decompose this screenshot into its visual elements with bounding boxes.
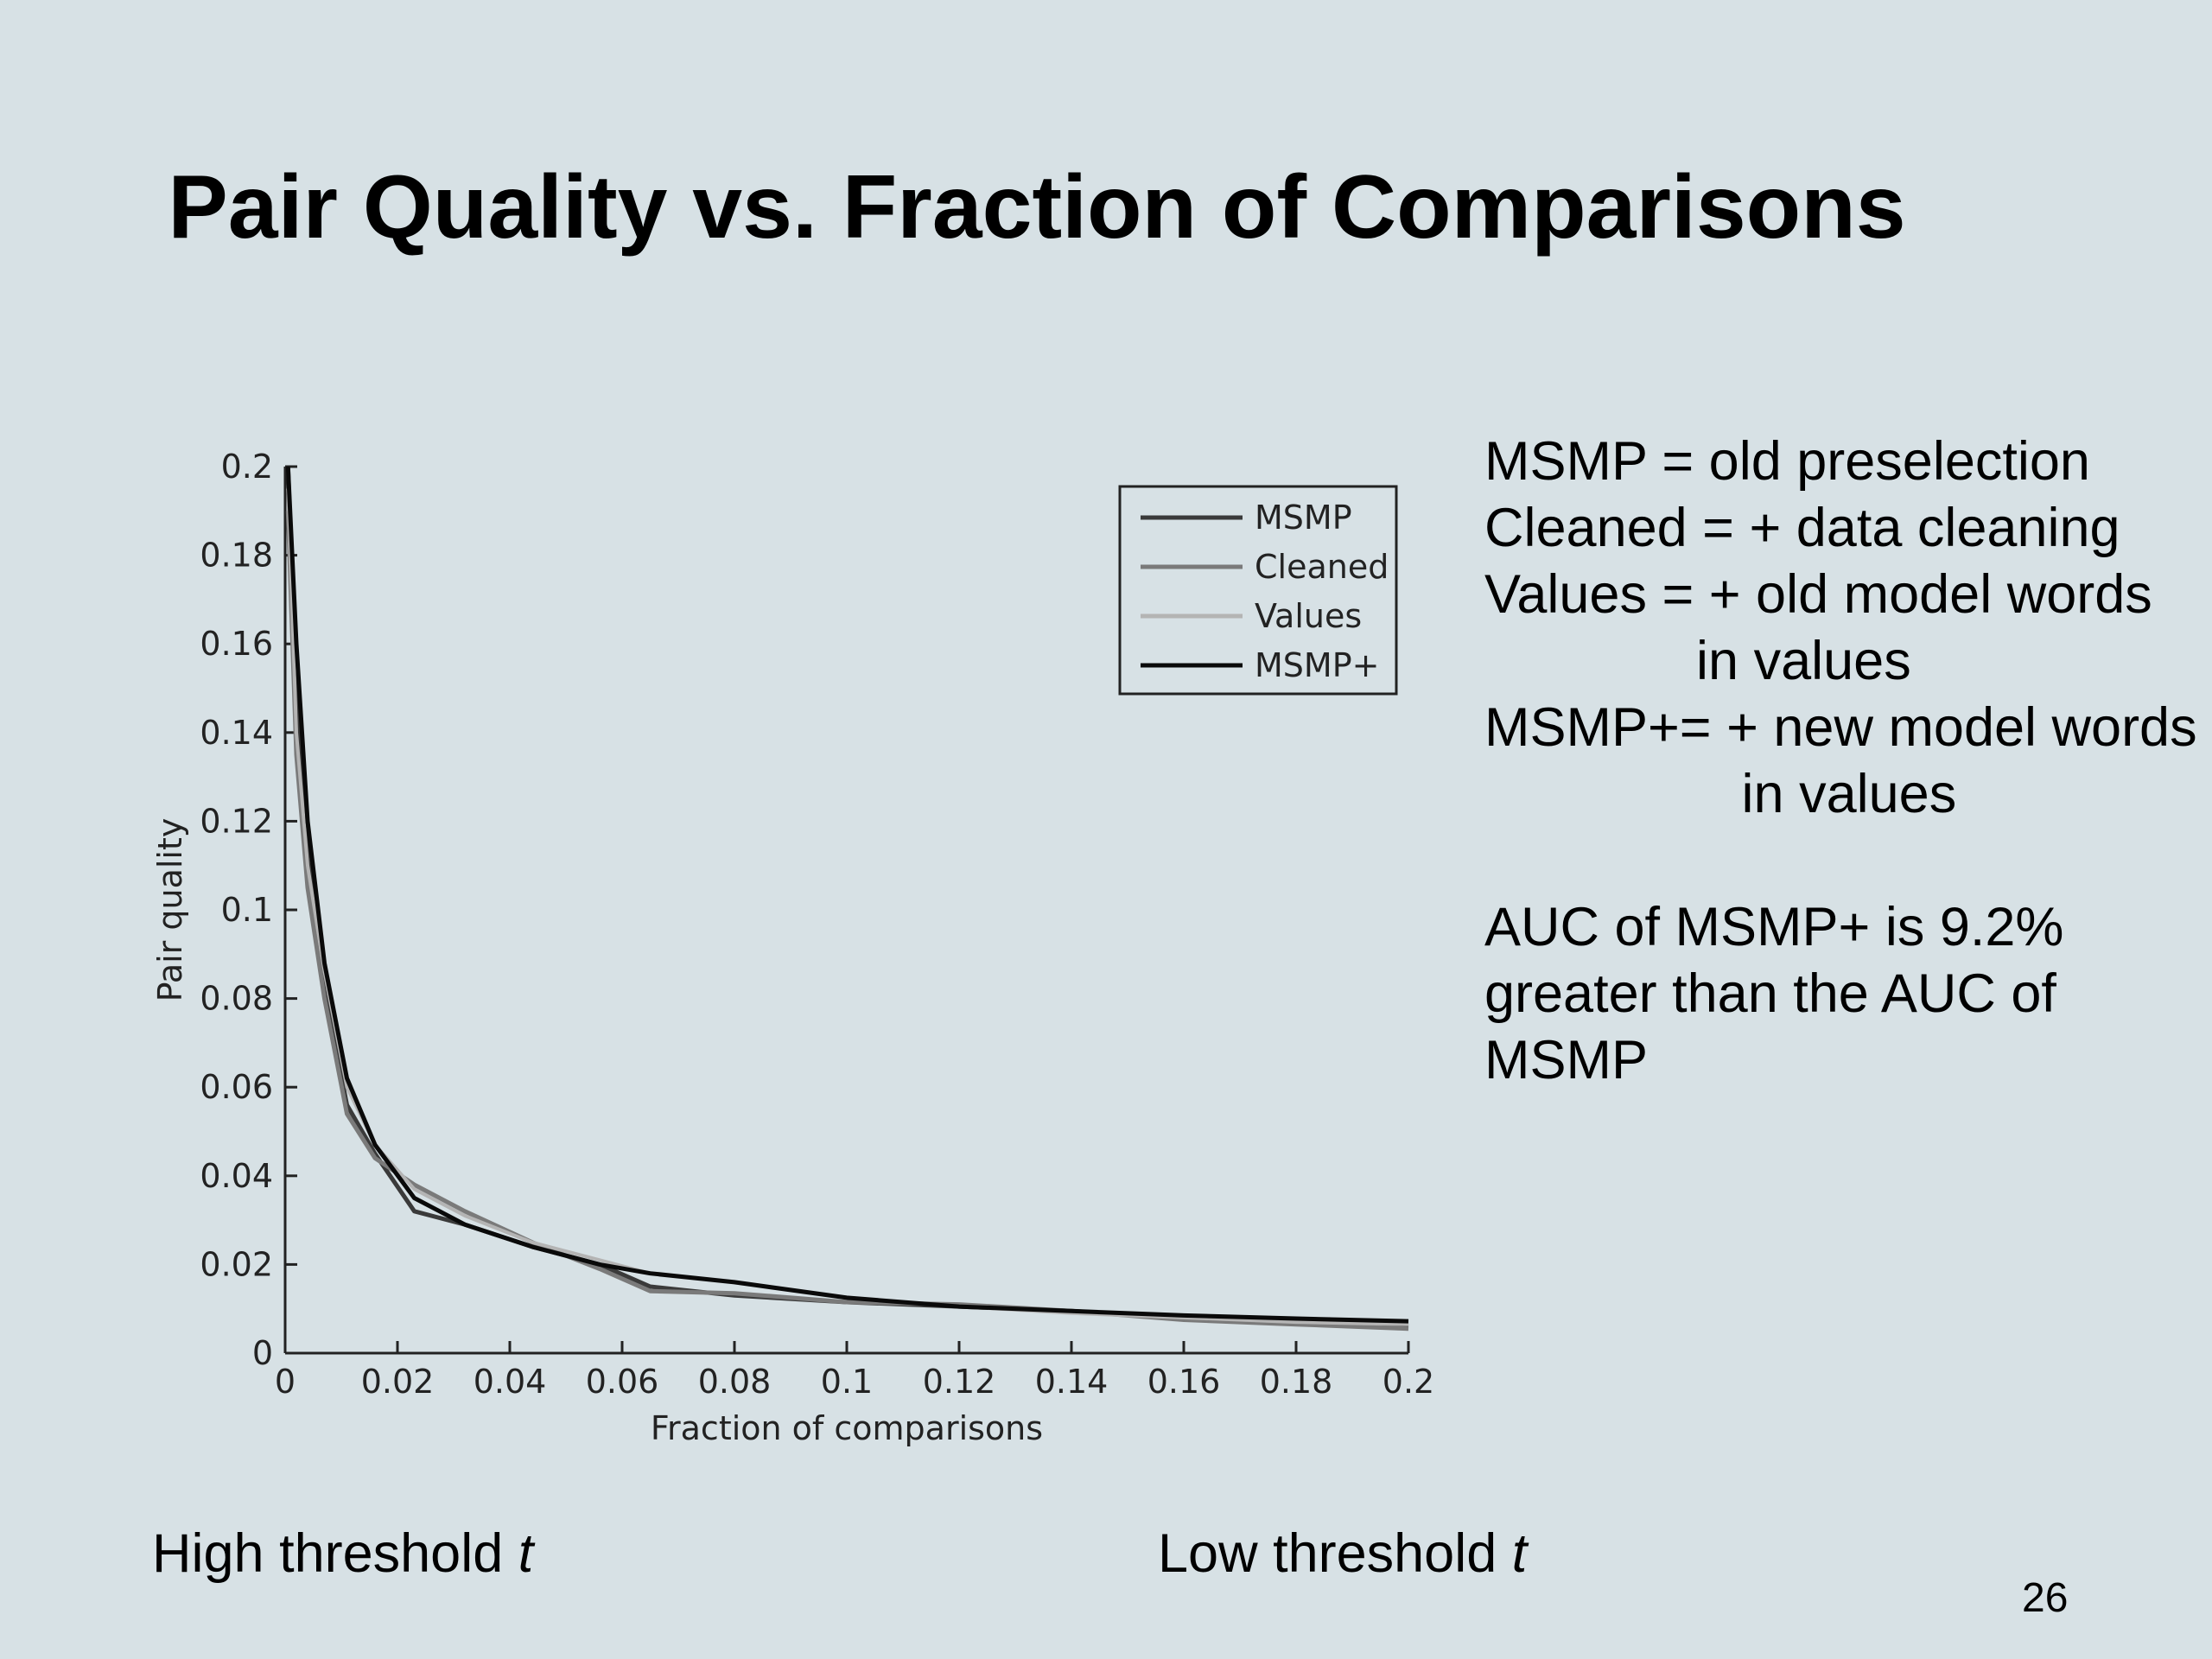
legend-label: Cleaned [1255,548,1389,586]
y-tick-label: 0.18 [200,537,273,575]
series-line-msmp [285,466,1409,1329]
legend-label: MSMP+ [1255,646,1379,684]
note-line: MSMP+= + new model words [1484,697,2197,758]
note-line: in values [1484,631,1911,691]
note-line: Cleaned = + data cleaning [1484,498,2120,558]
legend-box [1118,485,1398,696]
x-tick-label: 0.18 [1260,1363,1333,1401]
note-line: MSMP = old preselection [1484,431,2090,492]
x-tick-label: 0.14 [1035,1363,1109,1401]
x-tick-label: 0 [275,1363,296,1401]
note-line: Values = + old model words [1484,564,2152,625]
y-tick-label: 0.1 [221,891,273,929]
x-tick-label: 0.2 [1382,1363,1434,1401]
high-threshold-label: High threshold t [152,1521,533,1587]
x-tick-label: 0.02 [361,1363,435,1401]
legend-label: Values [1255,597,1362,635]
x-tick-label: 0.06 [586,1363,659,1401]
note-line: in values [1484,764,1957,824]
x-axis-label: Fraction of comparisons [651,1409,1043,1447]
y-tick-label: 0.16 [200,625,273,663]
y-tick-label: 0.02 [200,1245,273,1283]
high-threshold-text: High threshold [152,1523,518,1584]
legend-explanation: MSMP = old preselection Cleaned = + data… [1484,429,2212,1094]
x-tick-label: 0.12 [923,1363,996,1401]
y-tick-label: 0.12 [200,802,273,840]
y-tick-label: 0.2 [221,448,273,486]
legend-label: MSMP [1255,499,1352,537]
y-tick-label: 0.06 [200,1068,273,1106]
low-threshold-text: Low threshold [1158,1523,1512,1584]
y-tick-label: 0 [252,1334,273,1372]
high-threshold-var: t [518,1523,534,1584]
slide-title: Pair Quality vs. Fraction of Comparisons [168,157,1906,257]
auc-note-line: MSMP [1484,1030,1648,1090]
auc-note-line: AUC of MSMP+ is 9.2% [1484,897,2064,957]
x-tick-label: 0.04 [474,1363,547,1401]
x-tick-label: 0.16 [1147,1363,1221,1401]
auc-note-line: greater than the AUC of [1484,963,2056,1024]
series-line-cleaned [285,511,1409,1332]
page-number: 26 [2022,1575,2069,1621]
x-tick-label: 0.1 [821,1363,873,1401]
low-threshold-var: t [1511,1523,1528,1584]
y-axis-label: Pair quality [151,818,189,1002]
low-threshold-label: Low threshold t [1158,1521,1527,1587]
y-tick-label: 0.14 [200,714,273,752]
series-line-msmp-plus [285,466,1409,1324]
y-tick-label: 0.04 [200,1157,273,1195]
y-tick-label: 0.08 [200,980,273,1018]
x-tick-label: 0.08 [698,1363,772,1401]
